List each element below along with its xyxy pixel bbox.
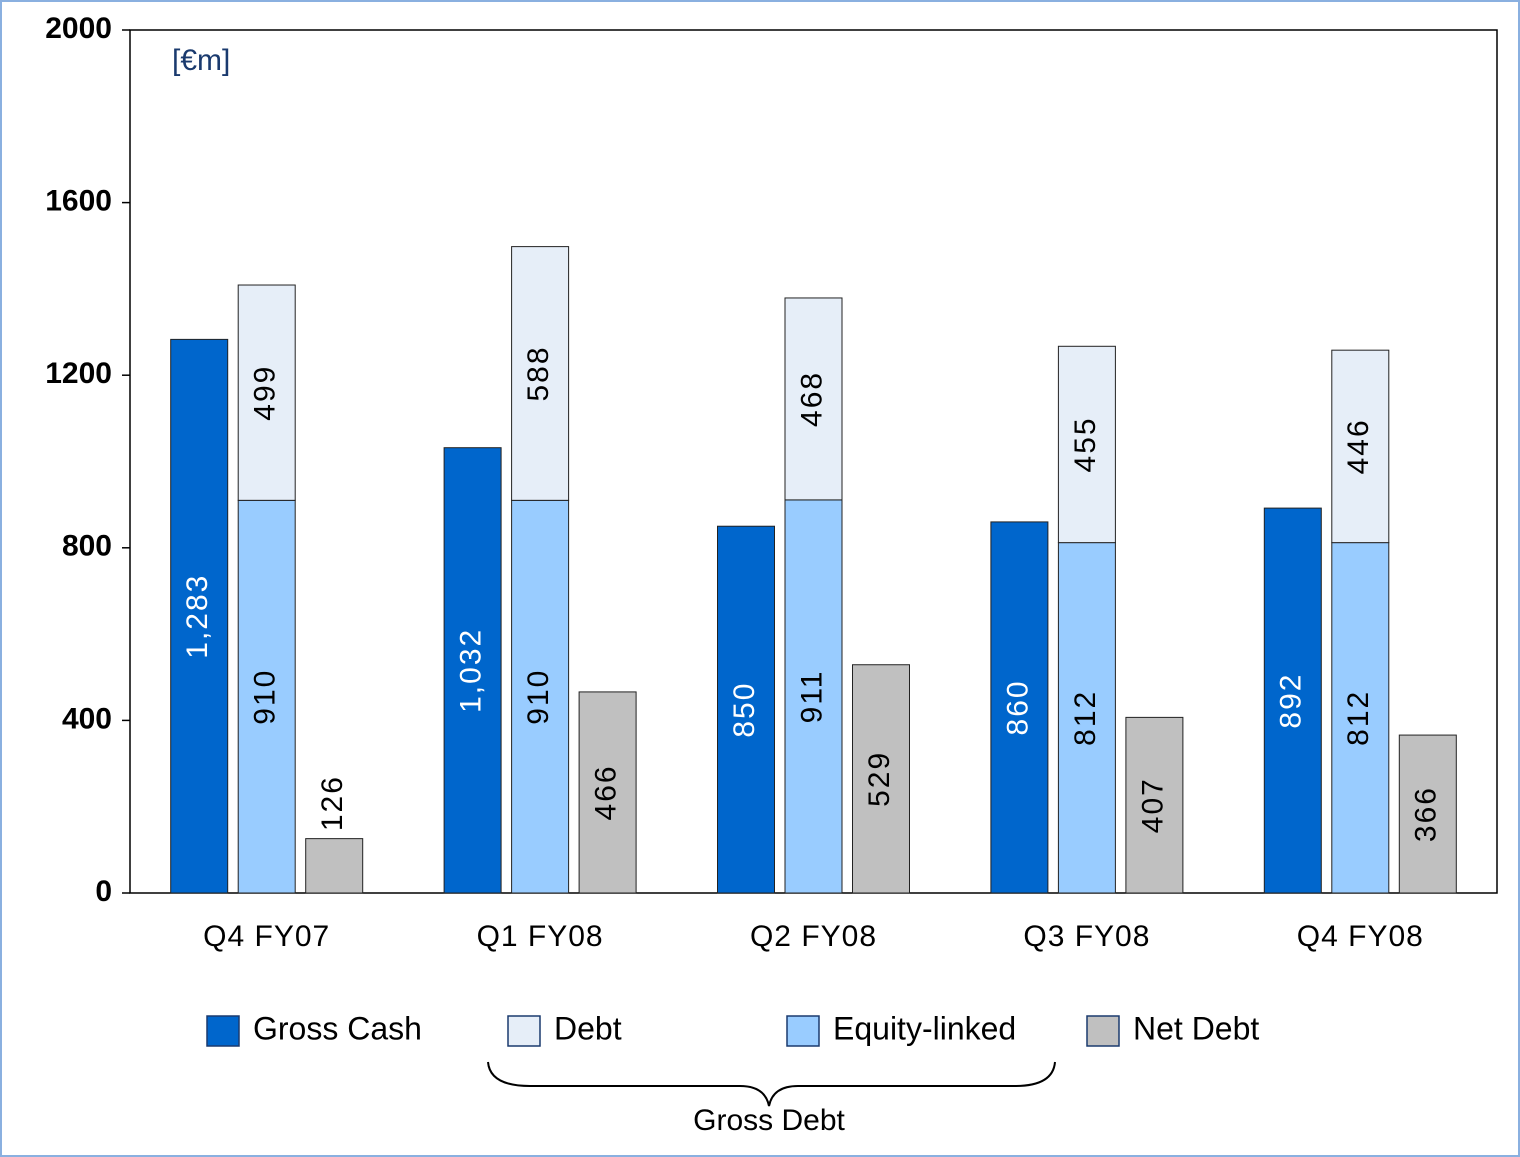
value-label: 499 — [249, 365, 282, 421]
value-label: 812 — [1342, 690, 1375, 746]
y-tick-label: 800 — [62, 530, 112, 563]
bar — [578, 691, 637, 894]
bar — [305, 838, 364, 894]
x-tick-label: Q3 FY08 — [1023, 920, 1150, 953]
bar — [237, 499, 296, 894]
legend-label: Equity-linked — [833, 1010, 1016, 1046]
bar — [1057, 345, 1116, 544]
bar — [1331, 349, 1390, 544]
bar — [443, 447, 502, 894]
legend-label: Debt — [554, 1010, 622, 1046]
value-label: 892 — [1275, 673, 1308, 729]
value-label: 1,283 — [181, 574, 214, 659]
value-label: 850 — [728, 682, 761, 738]
value-label: 910 — [249, 669, 282, 725]
value-label: 529 — [863, 751, 896, 807]
bar — [852, 664, 910, 894]
value-label: 910 — [522, 669, 555, 725]
value-label: 446 — [1342, 418, 1375, 474]
bar — [1331, 542, 1390, 894]
y-tick-label: 1600 — [45, 185, 112, 218]
bar — [511, 246, 570, 501]
bar — [1398, 734, 1457, 894]
legend-swatch — [1086, 1015, 1120, 1047]
bar — [784, 499, 843, 894]
value-label: 126 — [316, 775, 349, 831]
y-tick-label: 0 — [95, 875, 112, 908]
bar — [717, 525, 775, 894]
bar — [990, 521, 1049, 894]
value-label: 812 — [1069, 690, 1102, 746]
value-label: 1,032 — [455, 628, 488, 713]
legend-label: Gross Cash — [253, 1010, 422, 1046]
bar — [237, 284, 296, 501]
bar — [511, 499, 570, 894]
bar — [1263, 507, 1322, 894]
value-label: 911 — [795, 670, 828, 724]
value-label: 860 — [1001, 679, 1034, 735]
legend-swatch — [206, 1015, 240, 1047]
y-tick-label: 400 — [62, 702, 112, 735]
value-label: 366 — [1410, 786, 1443, 842]
bar — [1057, 542, 1116, 894]
unit-label: [€m] — [172, 44, 230, 77]
value-label: 468 — [795, 371, 828, 427]
x-tick-label: Q1 FY08 — [477, 920, 604, 953]
legend-swatch — [786, 1015, 820, 1047]
value-label: 466 — [590, 764, 623, 820]
y-tick-label: 2000 — [45, 12, 112, 45]
x-tick-label: Q4 FY08 — [1297, 920, 1424, 953]
bracket-label: Gross Debt — [693, 1104, 845, 1137]
bracket — [487, 1061, 1056, 1107]
x-tick-label: Q4 FY07 — [203, 920, 330, 953]
x-tick-label: Q2 FY08 — [750, 920, 877, 953]
bar — [1125, 716, 1184, 894]
value-label: 407 — [1136, 777, 1169, 833]
value-label: 455 — [1069, 416, 1102, 472]
value-label: 588 — [522, 345, 555, 401]
y-tick-label: 1200 — [45, 357, 112, 390]
bar — [170, 338, 229, 894]
bar — [784, 297, 843, 501]
legend-label: Net Debt — [1133, 1010, 1259, 1046]
legend-swatch — [507, 1015, 541, 1047]
